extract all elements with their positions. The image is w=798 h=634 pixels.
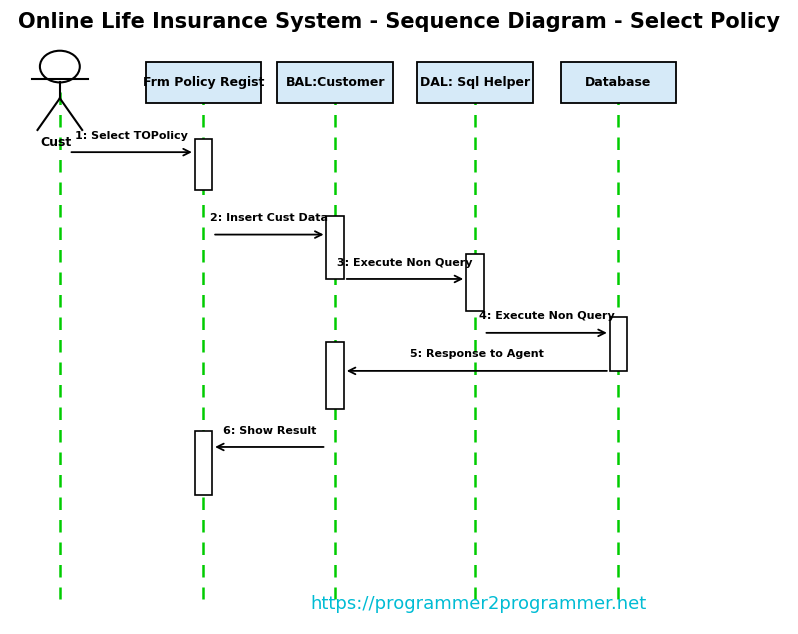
FancyBboxPatch shape [610,317,627,371]
Text: BAL:Customer: BAL:Customer [286,76,385,89]
Text: 4: Execute Non Query: 4: Execute Non Query [479,311,614,321]
FancyBboxPatch shape [326,342,344,409]
FancyBboxPatch shape [560,61,677,103]
Text: 2: Insert Cust Data: 2: Insert Cust Data [211,213,328,223]
Text: DAL: Sql Helper: DAL: Sql Helper [420,76,530,89]
Text: 3: Execute Non Query: 3: Execute Non Query [338,257,472,268]
FancyBboxPatch shape [326,216,344,279]
Text: Frm Policy Regist: Frm Policy Regist [143,76,264,89]
Text: Cust: Cust [40,136,72,150]
FancyBboxPatch shape [195,139,212,190]
FancyBboxPatch shape [417,61,532,103]
Text: 1: Select TOPolicy: 1: Select TOPolicy [75,131,188,141]
Text: Database: Database [585,76,652,89]
FancyBboxPatch shape [145,61,262,103]
FancyBboxPatch shape [278,61,393,103]
Text: 5: Response to Agent: 5: Response to Agent [410,349,543,359]
FancyBboxPatch shape [195,431,212,495]
Text: 6: Show Result: 6: Show Result [223,425,316,436]
Text: https://programmer2programmer.net: https://programmer2programmer.net [310,595,647,612]
Text: Online Life Insurance System - Sequence Diagram - Select Policy: Online Life Insurance System - Sequence … [18,12,780,32]
FancyBboxPatch shape [466,254,484,311]
